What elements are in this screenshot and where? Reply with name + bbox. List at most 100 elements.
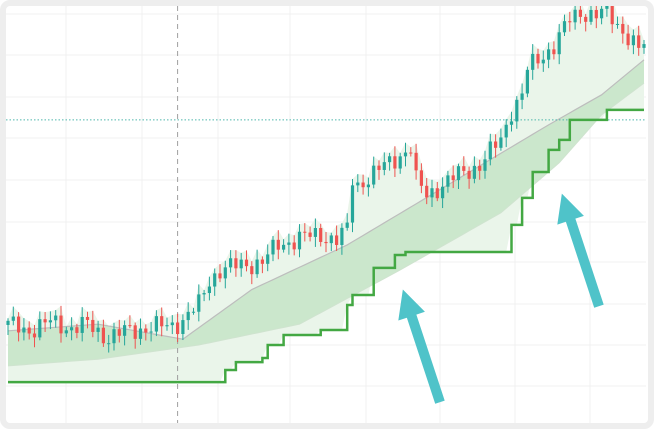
candle [22, 318, 26, 341]
candle-body [80, 316, 84, 333]
candle-body [451, 175, 455, 181]
candle-body [207, 286, 211, 294]
candle-body [239, 259, 243, 269]
candle-body [197, 294, 201, 312]
candle [494, 134, 498, 158]
candle-body [64, 330, 68, 334]
candle-body [22, 327, 26, 333]
candle-body [584, 16, 588, 22]
candle [467, 166, 471, 189]
candle [117, 319, 121, 343]
candle-body [356, 182, 360, 186]
candle [430, 179, 434, 208]
candle-body [578, 9, 582, 17]
candle-body [324, 241, 328, 244]
candle [154, 310, 158, 337]
candle [366, 177, 370, 197]
candle-body [388, 156, 392, 163]
candle [234, 250, 238, 277]
candle-body [499, 137, 503, 148]
candle-body [54, 315, 58, 321]
candle [398, 152, 402, 174]
candle [282, 239, 286, 253]
candle-body [11, 316, 15, 321]
candle-body [276, 239, 280, 250]
candle-body [250, 266, 254, 275]
candle [356, 174, 360, 193]
candle-body [202, 293, 206, 295]
candle [107, 334, 111, 353]
candle [372, 156, 376, 189]
candle-body [27, 327, 31, 334]
candle-body [372, 165, 376, 185]
candle-body [631, 35, 635, 46]
candle-body [621, 23, 625, 34]
candle [388, 152, 392, 171]
candle [446, 170, 450, 193]
candle [213, 268, 217, 296]
candle [584, 13, 588, 32]
candle-body [107, 343, 111, 345]
candle [260, 256, 264, 274]
candle [266, 244, 270, 272]
candle [393, 146, 397, 177]
candle-body [75, 327, 79, 333]
candle [43, 312, 47, 332]
candle-body [32, 333, 37, 338]
candle [17, 312, 21, 342]
candle [91, 310, 95, 338]
candle-body [154, 316, 158, 332]
candle-body [170, 322, 174, 326]
candle-body [520, 93, 524, 100]
candle-body [266, 254, 270, 264]
candle [223, 260, 227, 289]
candle-body [573, 9, 577, 23]
candle-body [430, 188, 434, 198]
candle-body [128, 325, 132, 327]
candle [637, 25, 641, 56]
candle-body [419, 170, 423, 186]
candle-body [43, 319, 47, 323]
candle [345, 213, 349, 231]
candle-body [59, 315, 63, 334]
candle-body [218, 273, 222, 279]
candle-body [176, 322, 180, 335]
candle [319, 223, 323, 247]
candle-body [515, 99, 519, 122]
candle-body [478, 165, 482, 171]
candle-body [234, 258, 238, 269]
candle [541, 50, 545, 72]
candle-body [557, 32, 561, 55]
candle-body [292, 242, 296, 250]
candle-body [229, 258, 233, 268]
candle [75, 323, 79, 339]
candle-body [138, 328, 143, 339]
candle [451, 165, 455, 189]
candle [499, 128, 503, 151]
candle-body [223, 267, 227, 279]
candle [64, 326, 68, 338]
candle [562, 14, 567, 36]
candle [531, 44, 535, 80]
candle [313, 218, 317, 247]
candle [525, 66, 529, 98]
candle [462, 156, 466, 176]
candle [96, 320, 100, 342]
candle-body [626, 33, 630, 46]
candle [621, 16, 625, 44]
candle-body [531, 53, 535, 70]
candle-body [96, 327, 100, 332]
candle-body [48, 320, 52, 323]
candle-body [149, 331, 153, 333]
candle-body [536, 53, 540, 64]
candle-body [472, 165, 476, 179]
candle [101, 319, 105, 347]
candle-body [483, 159, 487, 171]
candle [186, 302, 190, 330]
candle-body [600, 8, 604, 19]
candle-body [393, 156, 397, 169]
candle-body [509, 121, 514, 125]
candle-body [282, 244, 286, 250]
candle [515, 96, 519, 129]
